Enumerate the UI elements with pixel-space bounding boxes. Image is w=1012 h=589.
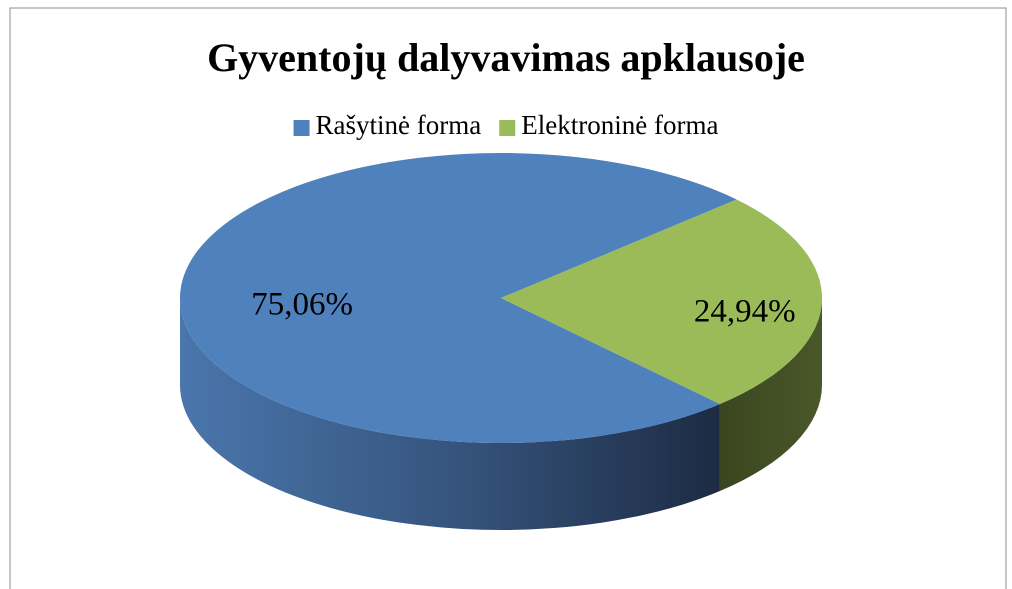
- legend: Rašytinė forma Elektroninė forma: [293, 110, 718, 140]
- chart-border: [9, 7, 1007, 589]
- pie-slice: [179, 153, 737, 443]
- legend-swatch: [293, 120, 310, 136]
- chart-title: Gyventojų dalyvavimas apklausoje: [207, 35, 805, 80]
- pie: 75,06% 24,94%: [179, 153, 822, 530]
- pie-side: [719, 298, 822, 492]
- pie-slice: [501, 199, 822, 405]
- data-label: 75,06%: [251, 286, 353, 322]
- legend-label: Elektroninė forma: [521, 110, 718, 140]
- data-label: 24,94%: [694, 294, 796, 330]
- legend-swatch: [499, 120, 516, 136]
- pie-side: [180, 298, 720, 530]
- legend-label: Rašytinė forma: [316, 110, 482, 140]
